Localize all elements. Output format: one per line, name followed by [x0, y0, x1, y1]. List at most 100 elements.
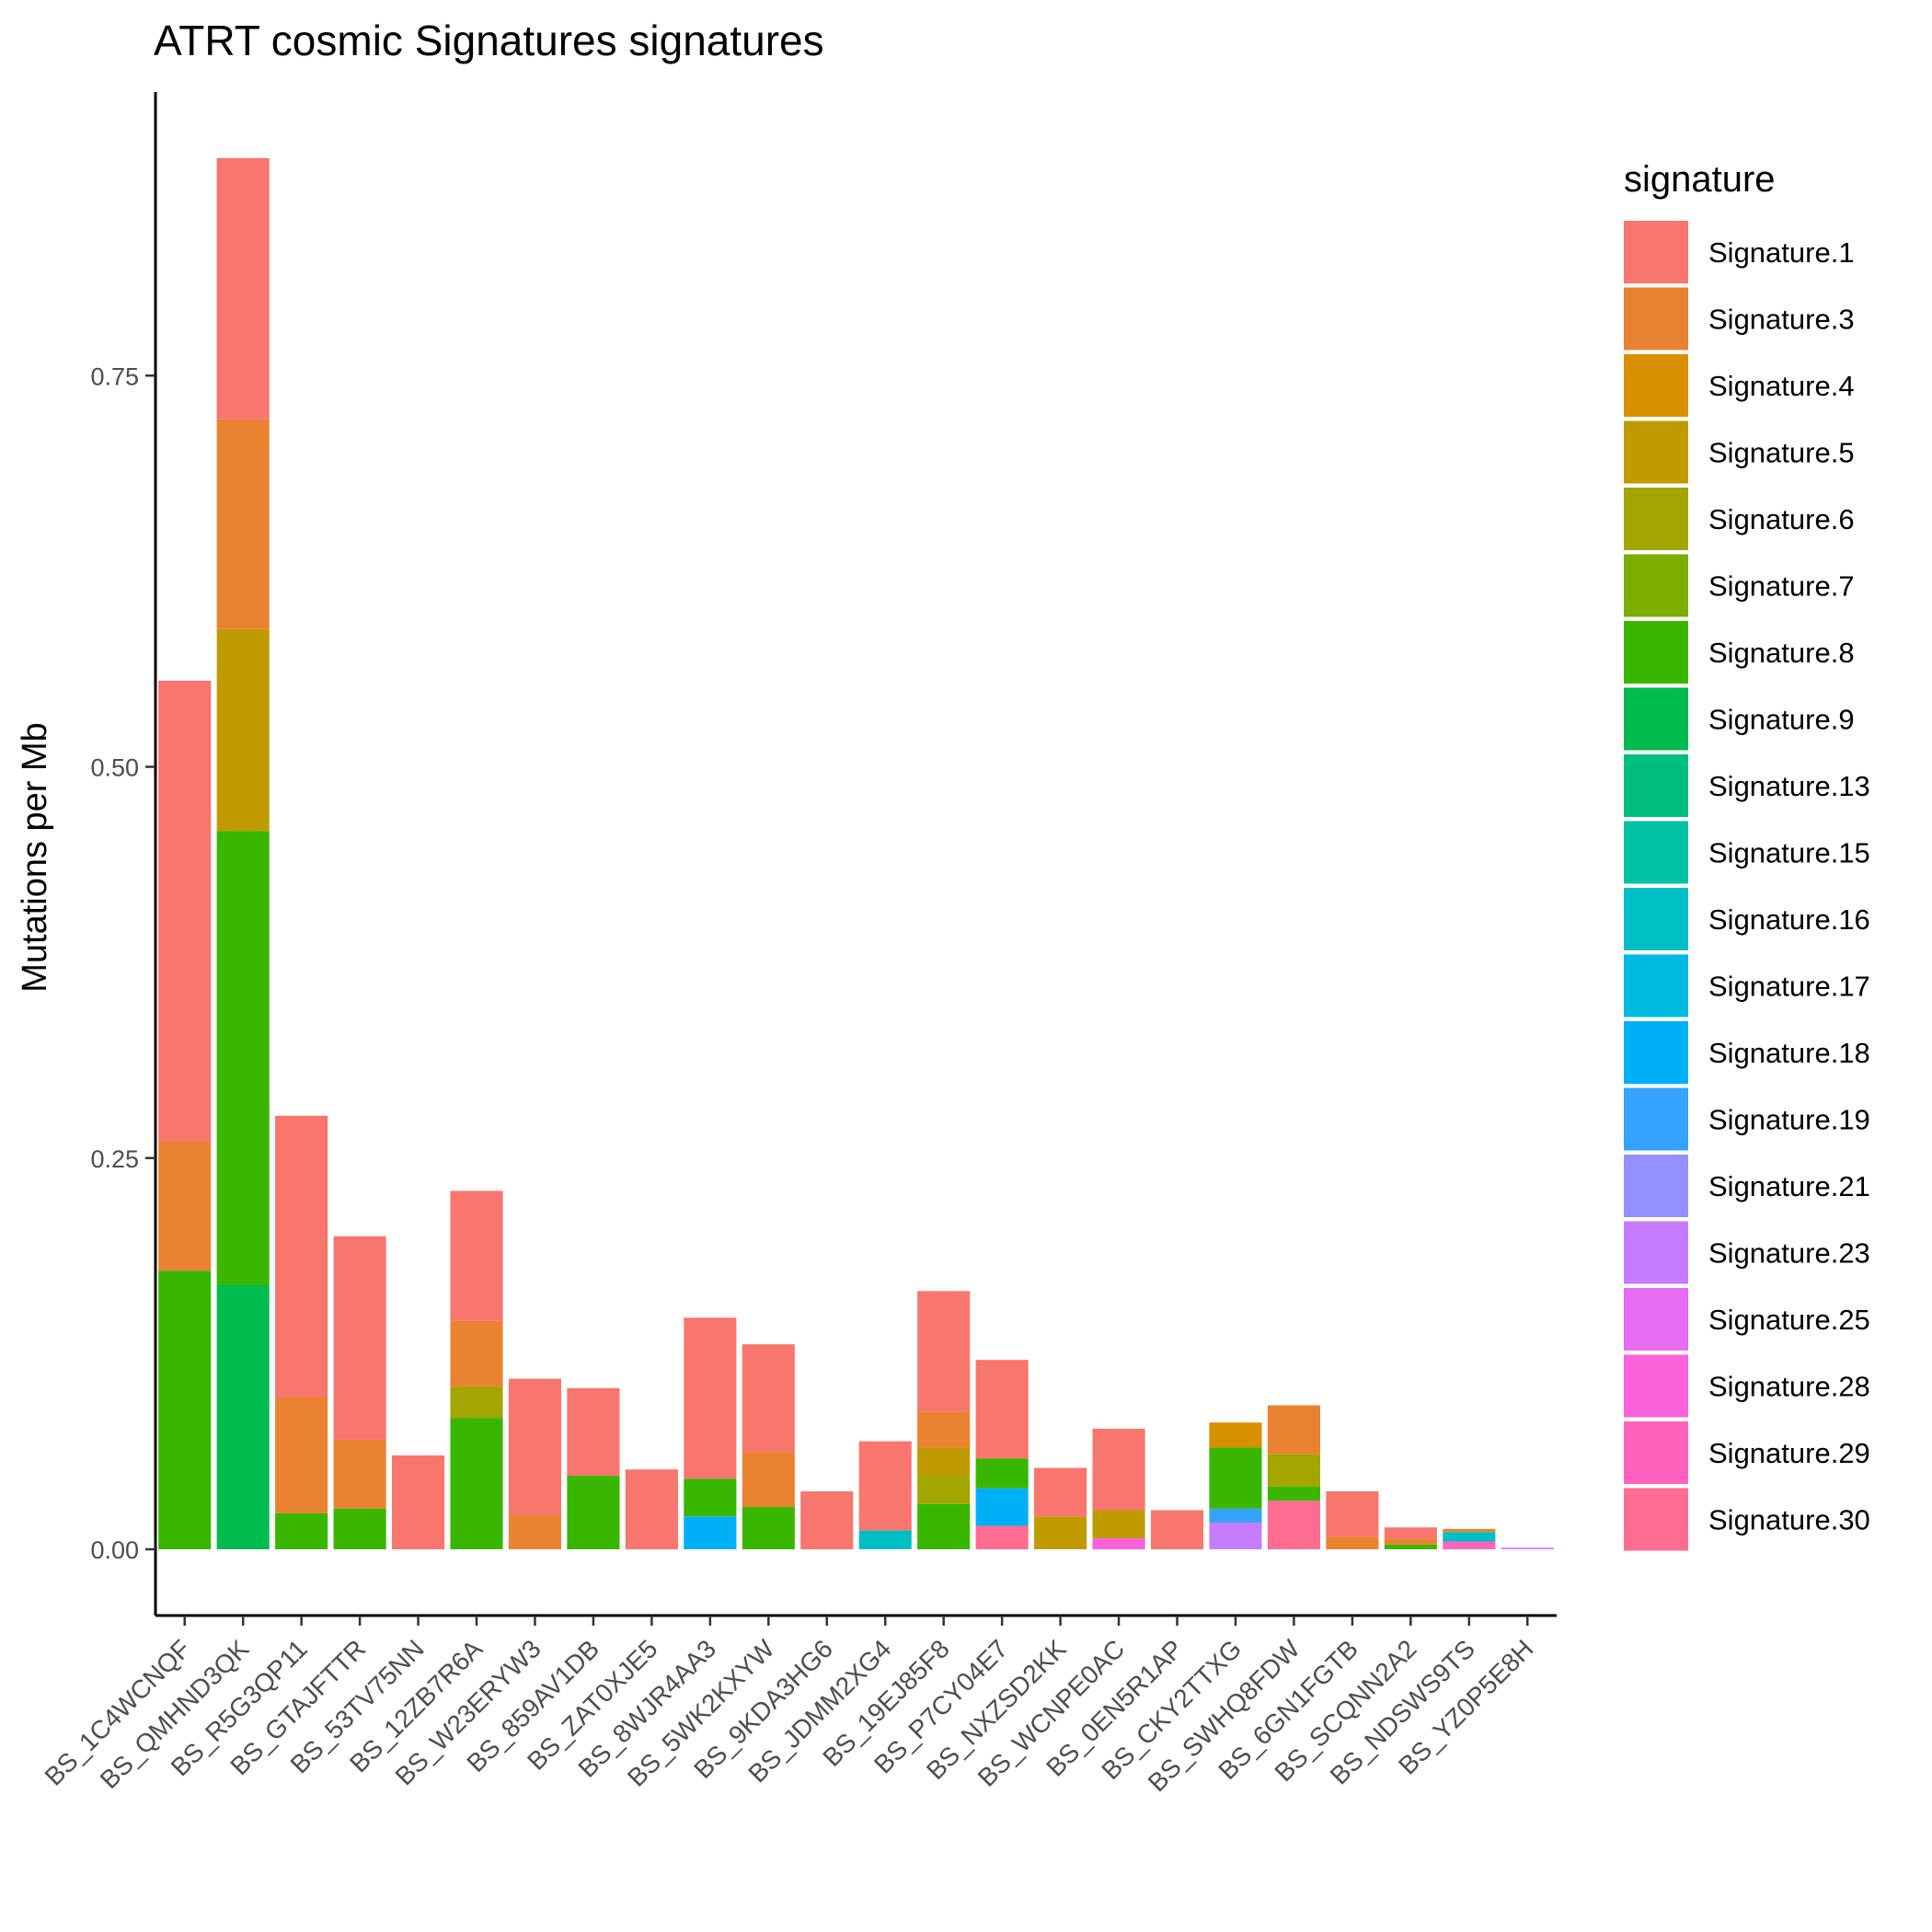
- bar-segment-7-1: [508, 1514, 562, 1549]
- bar-segment-2-3: [216, 628, 270, 832]
- bar-segment-24-1: [1501, 1547, 1554, 1549]
- bar-segment-19-4: [1209, 1422, 1262, 1448]
- bars-layer: [158, 157, 1554, 1549]
- bar-segment-14-5: [917, 1291, 971, 1412]
- legend-label-10: Signature.15: [1708, 837, 1870, 869]
- legend-label-8: Signature.9: [1708, 704, 1855, 736]
- legend-key-13: [1624, 1021, 1688, 1084]
- bar-segment-17-1: [1092, 1538, 1145, 1549]
- bar-segment-4-1: [333, 1508, 386, 1549]
- bar-segment-14-2: [917, 1476, 971, 1504]
- legend-title: signature: [1624, 159, 1776, 200]
- legend-label-15: Signature.21: [1708, 1170, 1870, 1202]
- legend-label-9: Signature.13: [1708, 770, 1870, 802]
- legend-label-2: Signature.3: [1708, 304, 1855, 336]
- bar-segment-3-1: [275, 1512, 328, 1549]
- legend-key-11: [1624, 888, 1688, 950]
- bar-segment-21-1: [1326, 1536, 1379, 1549]
- legend-key-9: [1624, 754, 1688, 817]
- bar-segment-2-5: [216, 157, 270, 420]
- bar-segment-15-4: [975, 1360, 1029, 1459]
- legend-key-18: [1624, 1354, 1688, 1418]
- bar-segment-5-1: [392, 1455, 445, 1549]
- bar-segment-17-2: [1092, 1510, 1145, 1539]
- bar-segment-20-2: [1267, 1486, 1320, 1501]
- bar-segment-23-2: [1443, 1532, 1496, 1542]
- bar-segment-23-3: [1443, 1528, 1496, 1533]
- bar-segment-21-2: [1326, 1491, 1379, 1537]
- bar-segment-6-3: [450, 1320, 503, 1387]
- legend-key-1: [1624, 221, 1688, 283]
- bar-segment-23-1: [1443, 1541, 1496, 1549]
- bar-segment-8-1: [567, 1476, 620, 1549]
- bar-segment-7-2: [508, 1378, 562, 1515]
- legend-label-18: Signature.28: [1708, 1371, 1870, 1403]
- legend-label-19: Signature.29: [1708, 1437, 1870, 1469]
- legend-key-16: [1624, 1221, 1688, 1284]
- bar-segment-2-2: [216, 831, 270, 1285]
- bar-segment-11-3: [742, 1344, 795, 1453]
- bar-segment-10-1: [684, 1516, 737, 1549]
- bar-segment-4-3: [333, 1236, 386, 1440]
- bar-segment-19-2: [1209, 1508, 1262, 1524]
- legend-key-6: [1624, 554, 1688, 617]
- bar-segment-22-2: [1384, 1538, 1437, 1545]
- y-tick-label-2: 0.50: [90, 754, 139, 782]
- bar-segment-9-1: [625, 1469, 678, 1549]
- bar-segment-13-1: [858, 1530, 912, 1549]
- legend: signature Signature.1 Signature.3 Signatur…: [1624, 159, 1870, 1551]
- bar-segment-6-4: [450, 1190, 503, 1321]
- bar-segment-1-3: [158, 680, 212, 1142]
- bar-segment-17-3: [1092, 1429, 1145, 1511]
- legend-label-1: Signature.1: [1708, 236, 1855, 269]
- legend-key-10: [1624, 821, 1688, 884]
- legend-key-12: [1624, 954, 1688, 1018]
- legend-key-7: [1624, 621, 1688, 684]
- legend-label-17: Signature.25: [1708, 1304, 1870, 1336]
- bar-segment-18-1: [1150, 1510, 1204, 1549]
- legend-label-5: Signature.6: [1708, 503, 1855, 535]
- bar-segment-8-2: [567, 1387, 620, 1477]
- bar-segment-16-1: [1034, 1516, 1087, 1549]
- x-axis: BS_1C4WCNQFBS_QMHND3QKBS_R5G3QP11BS_GTAJ…: [40, 1614, 1557, 1797]
- bar-segment-10-3: [684, 1317, 737, 1479]
- legend-label-13: Signature.18: [1708, 1037, 1870, 1069]
- bar-segment-15-2: [975, 1488, 1029, 1526]
- bar-segment-10-2: [684, 1478, 737, 1517]
- bar-segment-11-1: [742, 1507, 795, 1549]
- bar-segment-1-1: [158, 1271, 212, 1549]
- y-tick-label-3: 0.75: [90, 362, 139, 390]
- bar-segment-19-1: [1209, 1523, 1262, 1549]
- bar-segment-2-1: [216, 1284, 270, 1549]
- legend-key-8: [1624, 687, 1688, 751]
- bar-segment-3-2: [275, 1397, 328, 1513]
- legend-key-20: [1624, 1488, 1688, 1551]
- legend-label-3: Signature.4: [1708, 370, 1855, 402]
- bar-segment-13-2: [858, 1441, 912, 1531]
- legend-key-15: [1624, 1155, 1688, 1217]
- bar-segment-12-1: [800, 1491, 854, 1549]
- bar-segment-20-3: [1267, 1454, 1320, 1487]
- legend-label-14: Signature.19: [1708, 1104, 1870, 1136]
- legend-key-2: [1624, 287, 1688, 351]
- legend-key-4: [1624, 420, 1688, 484]
- legend-key-3: [1624, 354, 1688, 417]
- bar-segment-6-1: [450, 1418, 503, 1549]
- bar-segment-6-2: [450, 1386, 503, 1419]
- y-axis: 0.00 0.25 0.50 0.75: [90, 92, 157, 1616]
- legend-key-5: [1624, 488, 1688, 550]
- bar-segment-4-2: [333, 1439, 386, 1509]
- chart-title: ATRT cosmic Signatures signatures: [154, 17, 824, 64]
- legend-key-17: [1624, 1288, 1688, 1351]
- legend-label-12: Signature.17: [1708, 971, 1870, 1003]
- y-tick-label-1: 0.25: [90, 1145, 139, 1173]
- legend-label-4: Signature.5: [1708, 437, 1855, 469]
- bar-segment-15-1: [975, 1525, 1029, 1549]
- bar-segment-16-2: [1034, 1467, 1087, 1517]
- bar-segment-14-3: [917, 1447, 971, 1477]
- bar-segment-1-2: [158, 1141, 212, 1271]
- legend-label-6: Signature.7: [1708, 570, 1855, 603]
- bar-segment-14-1: [917, 1503, 971, 1549]
- legend-key-19: [1624, 1421, 1688, 1484]
- bar-segment-20-4: [1267, 1405, 1320, 1455]
